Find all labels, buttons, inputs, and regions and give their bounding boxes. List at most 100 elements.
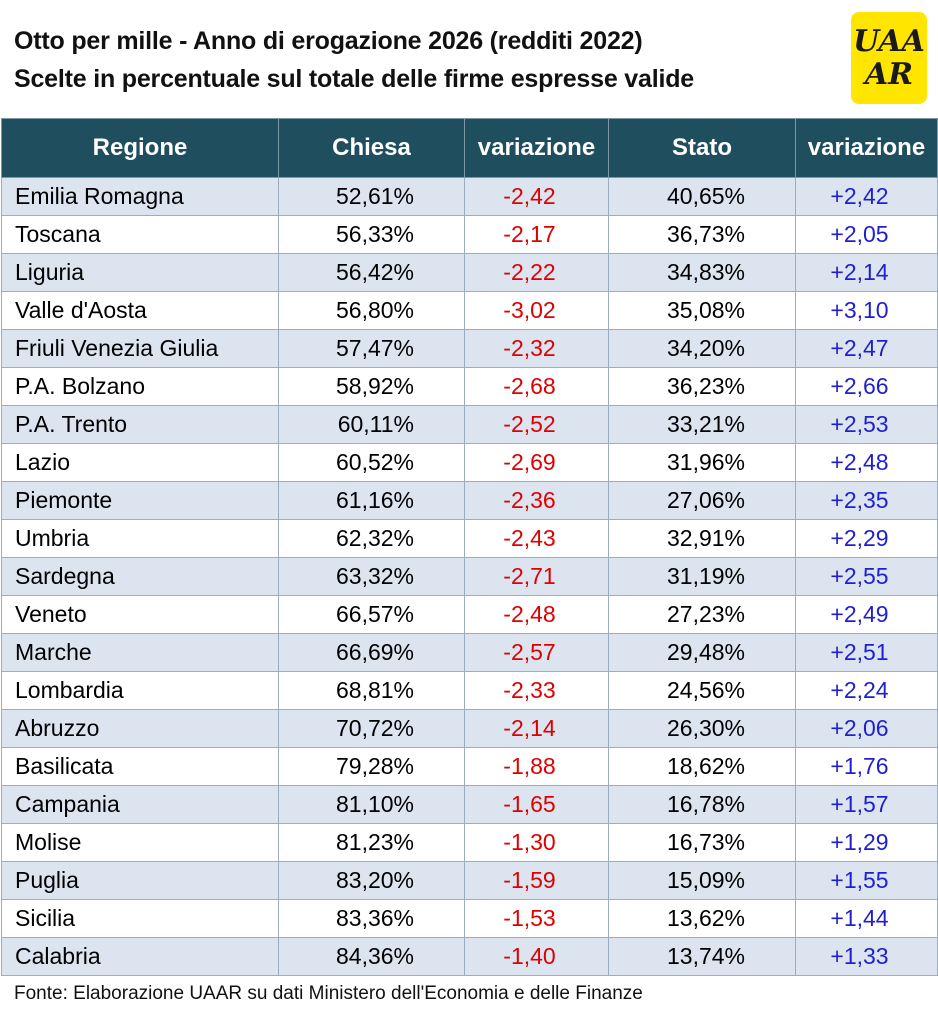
cell-regione: Piemonte <box>1 481 279 520</box>
cell-chiesa: 68,81% <box>278 671 465 710</box>
table-row: Sardegna 63,32% -2,71 31,19% +2,55 <box>1 557 938 596</box>
cell-chiesa: 52,61% <box>278 177 465 216</box>
cell-variazione-stato: +2,55 <box>795 557 938 596</box>
table-header-row: Regione Chiesa variazione Stato variazio… <box>1 118 938 178</box>
table-row: Valle d'Aosta 56,80% -3,02 35,08% +3,10 <box>1 291 938 330</box>
cell-stato: 16,78% <box>608 785 796 824</box>
cell-variazione-stato: +2,47 <box>795 329 938 368</box>
title-line-1: Otto per mille - Anno di erogazione 2026… <box>14 27 643 55</box>
table-row: Campania 81,10% -1,65 16,78% +1,57 <box>1 785 938 824</box>
table-row: Basilicata 79,28% -1,88 18,62% +1,76 <box>1 747 938 786</box>
cell-variazione-chiesa: -2,22 <box>464 253 609 292</box>
table-row: Toscana 56,33% -2,17 36,73% +2,05 <box>1 215 938 254</box>
data-table: Regione Chiesa variazione Stato variazio… <box>1 118 938 976</box>
cell-variazione-chiesa: -2,43 <box>464 519 609 558</box>
cell-variazione-stato: +2,51 <box>795 633 938 672</box>
cell-stato: 13,74% <box>608 937 796 976</box>
cell-stato: 29,48% <box>608 633 796 672</box>
cell-regione: Friuli Venezia Giulia <box>1 329 279 368</box>
cell-variazione-chiesa: -2,42 <box>464 177 609 216</box>
cell-chiesa: 57,47% <box>278 329 465 368</box>
cell-stato: 31,96% <box>608 443 796 482</box>
cell-stato: 15,09% <box>608 861 796 900</box>
cell-regione: Molise <box>1 823 279 862</box>
cell-chiesa: 63,32% <box>278 557 465 596</box>
cell-chiesa: 60,52% <box>278 443 465 482</box>
cell-chiesa: 81,10% <box>278 785 465 824</box>
table-row: Veneto 66,57% -2,48 27,23% +2,49 <box>1 595 938 634</box>
table-row: P.A. Bolzano 58,92% -2,68 36,23% +2,66 <box>1 367 938 406</box>
cell-variazione-stato: +2,49 <box>795 595 938 634</box>
cell-variazione-chiesa: -2,17 <box>464 215 609 254</box>
cell-chiesa: 79,28% <box>278 747 465 786</box>
table-row: Friuli Venezia Giulia 57,47% -2,32 34,20% +2… <box>1 329 938 368</box>
table-row: P.A. Trento 60,11% -2,52 33,21% +2,53 <box>1 405 938 444</box>
cell-variazione-chiesa: -2,69 <box>464 443 609 482</box>
cell-stato: 40,65% <box>608 177 796 216</box>
table-row: Umbria 62,32% -2,43 32,91% +2,29 <box>1 519 938 558</box>
cell-stato: 35,08% <box>608 291 796 330</box>
cell-chiesa: 60,11% <box>278 405 465 444</box>
cell-regione: Emilia Romagna <box>1 177 279 216</box>
cell-variazione-stato: +2,24 <box>795 671 938 710</box>
cell-stato: 33,21% <box>608 405 796 444</box>
cell-chiesa: 66,69% <box>278 633 465 672</box>
cell-variazione-stato: +2,35 <box>795 481 938 520</box>
cell-variazione-stato: +2,53 <box>795 405 938 444</box>
title-line-2: Scelte in percentuale sul totale delle f… <box>14 65 694 93</box>
cell-variazione-chiesa: -2,48 <box>464 595 609 634</box>
table-row: Liguria 56,42% -2,22 34,83% +2,14 <box>1 253 938 292</box>
cell-stato: 27,06% <box>608 481 796 520</box>
logo-line-2: AR <box>864 57 914 92</box>
cell-regione: Liguria <box>1 253 279 292</box>
cell-variazione-stato: +3,10 <box>795 291 938 330</box>
cell-variazione-stato: +1,76 <box>795 747 938 786</box>
cell-regione: Sicilia <box>1 899 279 938</box>
cell-regione: Toscana <box>1 215 279 254</box>
cell-variazione-stato: +2,48 <box>795 443 938 482</box>
cell-chiesa: 66,57% <box>278 595 465 634</box>
header-regione: Regione <box>1 118 279 178</box>
cell-stato: 16,73% <box>608 823 796 862</box>
cell-regione: Marche <box>1 633 279 672</box>
cell-variazione-stato: +2,06 <box>795 709 938 748</box>
table-row: Puglia 83,20% -1,59 15,09% +1,55 <box>1 861 938 900</box>
header-chiesa: Chiesa <box>278 118 465 178</box>
cell-variazione-chiesa: -2,32 <box>464 329 609 368</box>
cell-chiesa: 58,92% <box>278 367 465 406</box>
cell-stato: 18,62% <box>608 747 796 786</box>
header-variazione-chiesa: variazione <box>464 118 609 178</box>
cell-regione: Campania <box>1 785 279 824</box>
cell-stato: 27,23% <box>608 595 796 634</box>
cell-variazione-stato: +1,55 <box>795 861 938 900</box>
cell-variazione-stato: +2,05 <box>795 215 938 254</box>
cell-variazione-chiesa: -1,59 <box>464 861 609 900</box>
cell-variazione-chiesa: -2,33 <box>464 671 609 710</box>
cell-variazione-chiesa: -2,68 <box>464 367 609 406</box>
cell-stato: 24,56% <box>608 671 796 710</box>
cell-regione: Umbria <box>1 519 279 558</box>
cell-chiesa: 83,20% <box>278 861 465 900</box>
cell-regione: Abruzzo <box>1 709 279 748</box>
cell-stato: 34,83% <box>608 253 796 292</box>
cell-regione: Basilicata <box>1 747 279 786</box>
cell-variazione-chiesa: -1,88 <box>464 747 609 786</box>
header-variazione-stato: variazione <box>795 118 938 178</box>
cell-chiesa: 81,23% <box>278 823 465 862</box>
cell-regione: P.A. Trento <box>1 405 279 444</box>
table-row: Calabria 84,36% -1,40 13,74% +1,33 <box>1 937 938 976</box>
cell-chiesa: 56,33% <box>278 215 465 254</box>
cell-chiesa: 56,42% <box>278 253 465 292</box>
cell-variazione-chiesa: -1,53 <box>464 899 609 938</box>
header-stato: Stato <box>608 118 796 178</box>
logo-line-1: UAA <box>853 24 925 59</box>
source-footnote: Fonte: Elaborazione UAAR su dati Ministe… <box>14 983 643 1004</box>
cell-regione: Calabria <box>1 937 279 976</box>
cell-stato: 36,73% <box>608 215 796 254</box>
cell-regione: Lombardia <box>1 671 279 710</box>
cell-variazione-chiesa: -1,40 <box>464 937 609 976</box>
cell-regione: Puglia <box>1 861 279 900</box>
cell-stato: 34,20% <box>608 329 796 368</box>
cell-chiesa: 56,80% <box>278 291 465 330</box>
cell-stato: 31,19% <box>608 557 796 596</box>
